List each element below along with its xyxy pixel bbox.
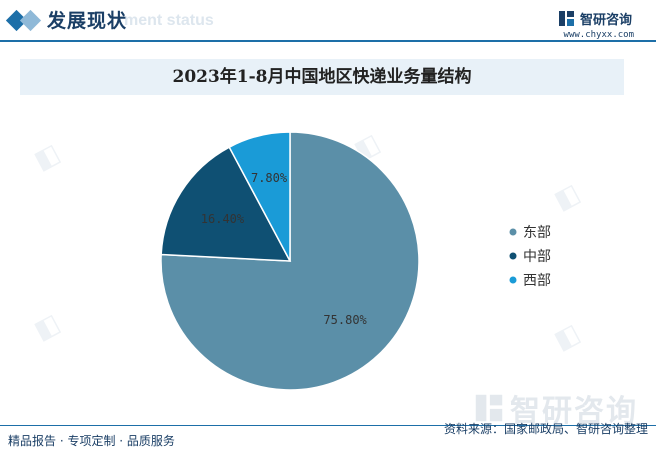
legend-marker-1 [509,228,517,236]
brand-logo-icon [558,11,574,26]
watermark-brand-name: 智研咨询 [510,394,638,429]
footer-divider [0,425,656,426]
section-subtitle: ment status [124,12,214,29]
chart-title: 2023年1-8月中国地区快递业务量结构 [172,67,472,87]
footer-tagline: 精品报告 · 专项定制 · 品质服务 [8,434,175,448]
brand: 智研咨询 [558,9,632,28]
brand-url: www.chyxx.com [563,30,634,40]
pie-data-label-1: 75.80% [323,313,367,327]
watermark-logo-icon [475,394,503,422]
pie-slice-1 [160,131,420,391]
footer-source: 资料来源：国家邮政局、智研咨询整理 [443,422,648,436]
chart-title-band: 2023年1-8月中国地区快递业务量结构 [20,59,624,95]
header-divider [0,40,656,42]
legend-label-2: 中部 [523,249,551,265]
header-bar: ment status 发展现状 智研咨询 www.chyxx.com [0,0,656,44]
brand-name: 智研咨询 [579,13,632,28]
legend-label-1: 东部 [523,225,551,241]
pie-slice-2 [160,146,292,262]
pie-slice-3 [228,131,291,262]
legend-label-3: 西部 [523,273,551,289]
legend-marker-3 [509,276,517,284]
pie-data-label-3: 7.80% [251,171,288,185]
pie-data-label-2: 16.40% [201,212,245,226]
section-title: 发展现状 [47,10,128,32]
watermark-logo: 智研咨询 [474,386,638,430]
legend-marker-2 [509,252,517,260]
